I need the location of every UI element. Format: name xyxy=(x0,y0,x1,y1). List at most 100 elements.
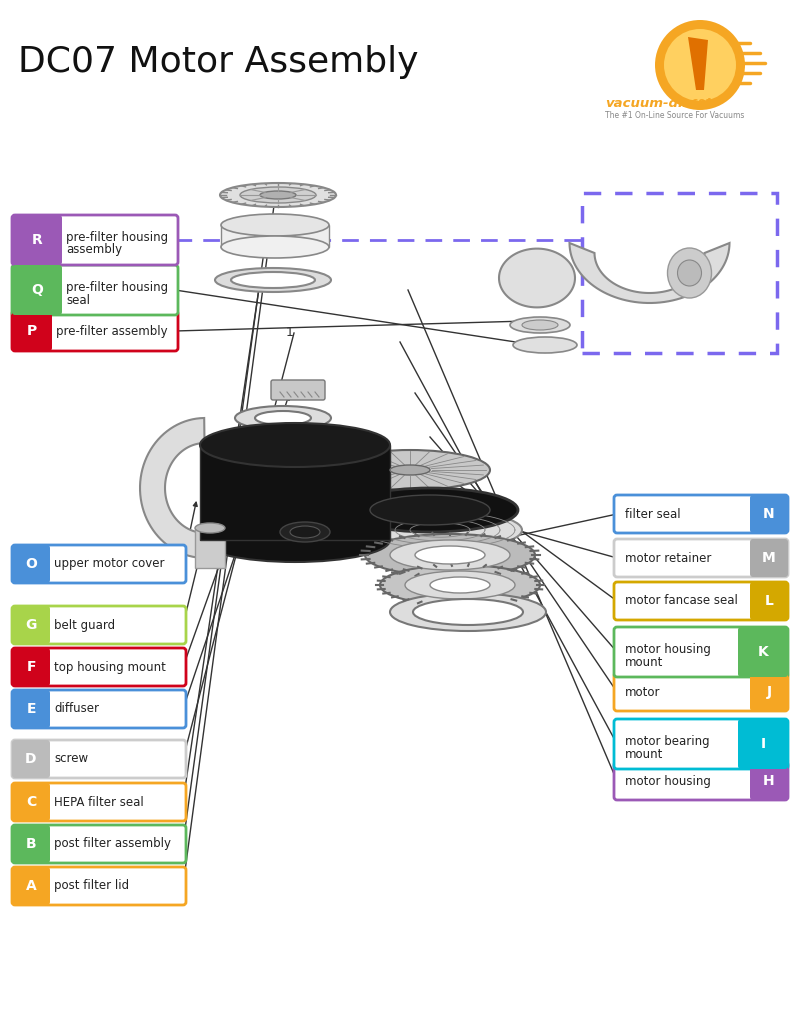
FancyBboxPatch shape xyxy=(12,607,186,644)
FancyBboxPatch shape xyxy=(614,582,788,620)
Ellipse shape xyxy=(220,183,336,207)
FancyBboxPatch shape xyxy=(12,607,50,644)
Polygon shape xyxy=(570,243,730,303)
Ellipse shape xyxy=(390,593,546,631)
Ellipse shape xyxy=(510,317,570,333)
Ellipse shape xyxy=(221,236,329,258)
FancyBboxPatch shape xyxy=(614,719,788,769)
Text: K: K xyxy=(758,645,768,659)
FancyBboxPatch shape xyxy=(12,825,50,863)
Ellipse shape xyxy=(415,546,485,564)
Ellipse shape xyxy=(430,576,490,593)
Ellipse shape xyxy=(215,268,331,292)
FancyBboxPatch shape xyxy=(12,545,50,583)
Ellipse shape xyxy=(195,523,225,533)
Text: post filter lid: post filter lid xyxy=(54,880,129,892)
FancyBboxPatch shape xyxy=(12,648,186,686)
Ellipse shape xyxy=(667,248,711,298)
Text: M: M xyxy=(762,551,776,565)
FancyBboxPatch shape xyxy=(12,690,186,728)
Text: pre-filter assembly: pre-filter assembly xyxy=(56,325,168,337)
Text: I: I xyxy=(761,737,766,751)
Ellipse shape xyxy=(235,406,331,430)
Text: .com: .com xyxy=(688,97,716,107)
FancyBboxPatch shape xyxy=(12,265,178,315)
Text: top housing mount: top housing mount xyxy=(54,660,166,674)
Text: J: J xyxy=(766,685,771,699)
Polygon shape xyxy=(688,37,708,90)
Text: B: B xyxy=(26,837,36,851)
FancyBboxPatch shape xyxy=(12,690,50,728)
Text: motor bearing: motor bearing xyxy=(625,736,710,748)
Ellipse shape xyxy=(370,495,490,525)
FancyBboxPatch shape xyxy=(738,627,788,677)
FancyBboxPatch shape xyxy=(614,762,788,800)
Text: F: F xyxy=(26,660,36,674)
Text: mount: mount xyxy=(625,655,663,669)
Text: The #1 On-Line Source For Vacuums: The #1 On-Line Source For Vacuums xyxy=(605,111,744,120)
FancyBboxPatch shape xyxy=(12,783,50,821)
Ellipse shape xyxy=(342,487,518,532)
Text: assembly: assembly xyxy=(66,243,122,257)
Text: N: N xyxy=(763,507,775,521)
Text: E: E xyxy=(26,702,36,716)
FancyBboxPatch shape xyxy=(750,762,788,800)
Text: D: D xyxy=(26,752,37,766)
Text: motor housing: motor housing xyxy=(625,774,711,788)
FancyBboxPatch shape xyxy=(614,495,788,533)
Text: vacuum-direct: vacuum-direct xyxy=(605,97,712,110)
Ellipse shape xyxy=(200,518,390,562)
Ellipse shape xyxy=(260,191,296,199)
FancyBboxPatch shape xyxy=(738,719,788,769)
Ellipse shape xyxy=(413,599,523,625)
Text: motor retainer: motor retainer xyxy=(625,552,711,564)
Ellipse shape xyxy=(330,450,490,490)
Text: O: O xyxy=(25,557,37,571)
Text: H: H xyxy=(763,774,775,788)
Polygon shape xyxy=(140,418,205,558)
Ellipse shape xyxy=(390,540,510,570)
Ellipse shape xyxy=(217,447,253,463)
Text: filter seal: filter seal xyxy=(625,507,681,521)
FancyBboxPatch shape xyxy=(750,539,788,576)
Text: DC07 Motor Assembly: DC07 Motor Assembly xyxy=(18,45,418,79)
FancyBboxPatch shape xyxy=(12,740,186,778)
Text: post filter assembly: post filter assembly xyxy=(54,837,171,851)
FancyBboxPatch shape xyxy=(614,673,788,711)
Text: Q: Q xyxy=(31,283,43,297)
Text: upper motor cover: upper motor cover xyxy=(54,558,165,570)
FancyBboxPatch shape xyxy=(12,825,186,863)
Polygon shape xyxy=(499,248,575,307)
Ellipse shape xyxy=(358,510,522,550)
FancyBboxPatch shape xyxy=(271,380,325,400)
Circle shape xyxy=(655,20,745,110)
Polygon shape xyxy=(195,528,225,568)
FancyBboxPatch shape xyxy=(12,783,186,821)
Text: diffuser: diffuser xyxy=(54,703,99,715)
Ellipse shape xyxy=(405,571,515,599)
Polygon shape xyxy=(221,225,329,247)
Text: HEPA filter seal: HEPA filter seal xyxy=(54,796,144,808)
Ellipse shape xyxy=(280,522,330,542)
Ellipse shape xyxy=(225,450,245,460)
Text: 1: 1 xyxy=(286,326,294,339)
Text: mount: mount xyxy=(625,747,663,761)
Text: A: A xyxy=(26,879,36,893)
Text: pre-filter housing: pre-filter housing xyxy=(66,282,168,295)
Text: motor housing: motor housing xyxy=(625,644,711,656)
Ellipse shape xyxy=(390,465,430,475)
Ellipse shape xyxy=(678,260,702,286)
FancyBboxPatch shape xyxy=(12,215,62,265)
FancyBboxPatch shape xyxy=(614,627,788,677)
FancyBboxPatch shape xyxy=(12,867,186,905)
Text: screw: screw xyxy=(54,752,88,766)
Text: seal: seal xyxy=(66,294,90,306)
FancyBboxPatch shape xyxy=(750,495,788,533)
Text: P: P xyxy=(27,324,37,338)
Text: R: R xyxy=(32,233,42,247)
FancyBboxPatch shape xyxy=(750,673,788,711)
Ellipse shape xyxy=(522,320,558,330)
Text: L: L xyxy=(765,594,774,608)
Text: motor fancase seal: motor fancase seal xyxy=(625,594,738,608)
FancyBboxPatch shape xyxy=(614,539,788,576)
